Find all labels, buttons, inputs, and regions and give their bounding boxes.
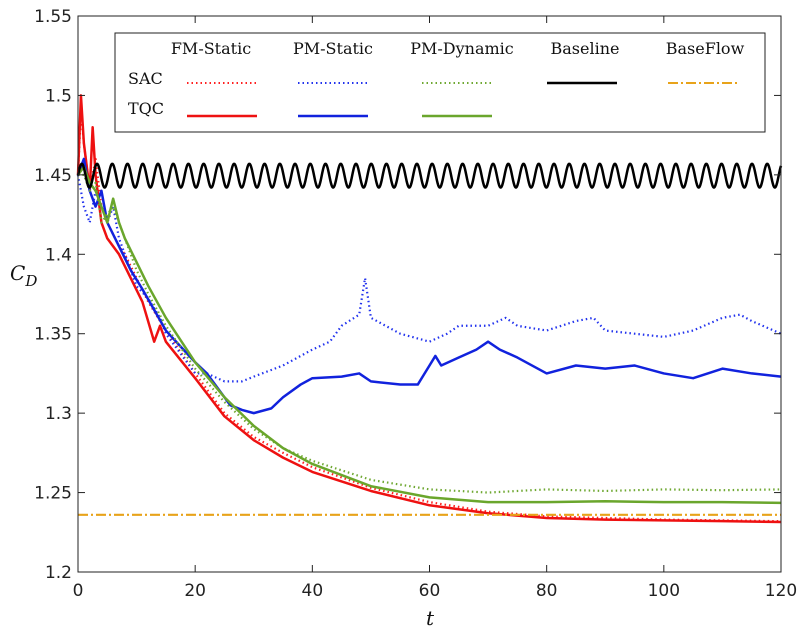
x-tick-label: 60 [419,581,441,601]
legend-row-sac: SAC [128,69,163,88]
x-axis-label: t [426,606,435,630]
legend-header-pm-static: PM-Static [293,39,373,58]
x-tick-label: 80 [536,581,558,601]
y-tick-label: 1.4 [45,245,72,265]
legend-header-baseline: Baseline [551,39,620,58]
series-line-pm-static-sac [76,174,782,383]
series-line-pm-static-tqc [76,157,782,415]
x-tick-label: 40 [302,581,324,601]
x-tick-label: 120 [765,581,797,601]
y-tick-label: 1.2 [45,563,72,583]
x-ticks: 0 20 40 60 80 100 120 [73,16,797,601]
svg-text:CD: CD [10,261,37,290]
y-tick-label: 1.45 [34,166,72,186]
y-tick-label: 1.55 [34,7,72,27]
legend: FM-Static PM-Static PM-Dynamic Baseline … [114,32,766,133]
y-tick-label: 1.25 [34,484,72,504]
y-tick-label: 1.35 [34,325,72,345]
series-line-baseline [76,162,783,189]
y-tick-label: 1.3 [45,404,72,424]
y-axis-label: CD [10,261,37,290]
legend-header-fm-static: FM-Static [171,39,251,58]
series-line-fm-static-tqc [76,94,782,524]
x-tick-label: 20 [184,581,206,601]
y-ticks: 1.2 1.25 1.3 1.35 1.4 1.45 1.5 1.55 [34,7,781,583]
legend-header-baseflow: BaseFlow [666,39,745,58]
x-tick-label: 0 [73,581,84,601]
y-tick-label: 1.5 [45,86,72,106]
series-line-pm-dynamic-sac [78,173,782,494]
series-layer [76,94,783,524]
legend-header-pm-dynamic: PM-Dynamic [410,39,514,58]
x-tick-label: 100 [648,581,680,601]
series-line-pm-dynamic-tqc [76,165,782,505]
legend-row-tqc: TQC [128,99,164,118]
